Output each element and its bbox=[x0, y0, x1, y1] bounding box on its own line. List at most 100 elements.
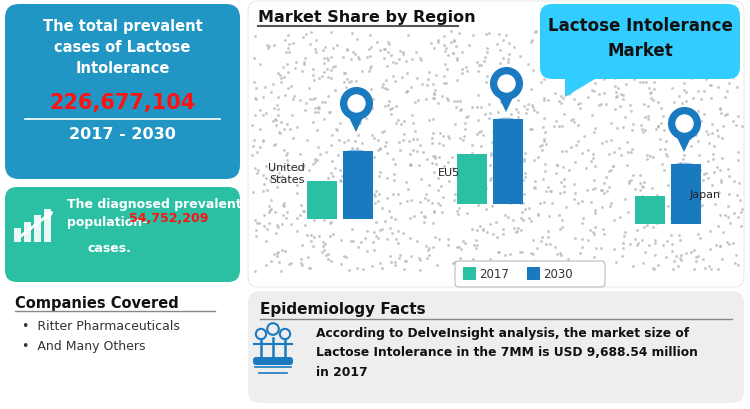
Point bbox=[382, 103, 394, 110]
Point bbox=[636, 193, 648, 200]
Point bbox=[626, 40, 638, 47]
Point bbox=[506, 187, 518, 193]
Point bbox=[491, 234, 503, 241]
Point bbox=[368, 240, 380, 246]
Point bbox=[310, 49, 322, 56]
Point bbox=[483, 102, 495, 108]
Point bbox=[572, 139, 584, 145]
Point bbox=[338, 71, 350, 77]
Point bbox=[718, 212, 730, 219]
Point bbox=[328, 196, 340, 202]
Point bbox=[421, 255, 433, 262]
Point bbox=[500, 32, 512, 39]
Point bbox=[669, 174, 681, 180]
Point bbox=[590, 41, 602, 48]
Point bbox=[268, 106, 280, 112]
Point bbox=[484, 221, 496, 228]
Point bbox=[488, 140, 500, 147]
Point bbox=[601, 174, 613, 181]
Point bbox=[454, 108, 466, 114]
Point bbox=[381, 236, 393, 242]
Point bbox=[384, 107, 396, 113]
Point bbox=[296, 203, 307, 209]
Point bbox=[406, 147, 418, 154]
Point bbox=[712, 133, 724, 139]
Point bbox=[327, 45, 339, 52]
Point bbox=[272, 112, 284, 119]
Point bbox=[278, 127, 290, 133]
Point bbox=[730, 252, 742, 259]
Point bbox=[507, 217, 519, 223]
Point bbox=[539, 130, 551, 136]
Point bbox=[692, 60, 703, 67]
Point bbox=[381, 87, 393, 93]
Point bbox=[598, 90, 610, 97]
Point bbox=[280, 121, 292, 128]
Point bbox=[442, 236, 454, 243]
Point bbox=[510, 229, 522, 236]
Point bbox=[683, 33, 695, 40]
Point bbox=[374, 47, 386, 54]
Point bbox=[576, 244, 588, 251]
Point bbox=[307, 96, 319, 103]
Point bbox=[299, 222, 311, 228]
Point bbox=[705, 82, 717, 89]
Point bbox=[271, 253, 283, 260]
Point bbox=[362, 209, 374, 216]
Point bbox=[550, 119, 562, 125]
Point bbox=[458, 133, 470, 140]
Point bbox=[429, 88, 441, 94]
Point bbox=[523, 215, 535, 221]
Point bbox=[382, 195, 394, 202]
Point bbox=[275, 267, 287, 274]
Point bbox=[666, 121, 678, 128]
Point bbox=[587, 186, 599, 193]
Point bbox=[524, 205, 536, 211]
Point bbox=[598, 226, 610, 233]
Point bbox=[548, 124, 560, 130]
Point bbox=[249, 112, 261, 119]
Point bbox=[458, 179, 470, 186]
Point bbox=[389, 259, 401, 266]
Point bbox=[637, 184, 649, 191]
Point bbox=[334, 167, 346, 173]
Point bbox=[346, 31, 358, 37]
Point bbox=[498, 266, 510, 273]
Point bbox=[634, 36, 646, 42]
Point bbox=[398, 266, 410, 272]
Point bbox=[317, 48, 329, 54]
Point bbox=[413, 162, 425, 169]
Point bbox=[404, 151, 416, 157]
Point bbox=[705, 266, 717, 273]
Point bbox=[406, 56, 418, 63]
Point bbox=[710, 242, 722, 249]
Point bbox=[553, 212, 565, 218]
Point bbox=[442, 135, 454, 142]
Point bbox=[453, 244, 465, 251]
Point bbox=[526, 38, 538, 45]
Point bbox=[504, 162, 516, 169]
Point bbox=[470, 242, 482, 248]
Point bbox=[447, 261, 459, 267]
Point bbox=[278, 203, 290, 210]
Point bbox=[568, 236, 580, 242]
Point bbox=[605, 168, 617, 174]
Point bbox=[269, 142, 281, 148]
Point bbox=[250, 233, 262, 240]
Point bbox=[696, 202, 708, 209]
FancyBboxPatch shape bbox=[540, 5, 740, 80]
Point bbox=[494, 61, 506, 67]
Point bbox=[441, 66, 453, 73]
Point bbox=[327, 207, 339, 213]
Point bbox=[248, 79, 260, 86]
Point bbox=[589, 261, 601, 267]
Point bbox=[731, 53, 743, 59]
Point bbox=[377, 81, 389, 88]
Point bbox=[247, 189, 259, 196]
Point bbox=[665, 232, 677, 238]
Point bbox=[352, 54, 364, 61]
Point bbox=[723, 191, 735, 198]
Point bbox=[412, 97, 424, 104]
Point bbox=[322, 256, 334, 263]
Point bbox=[714, 243, 726, 250]
